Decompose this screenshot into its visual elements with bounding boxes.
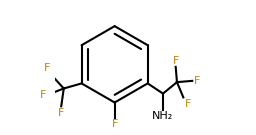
Text: F: F (194, 76, 200, 86)
Text: F: F (173, 56, 179, 66)
Text: F: F (185, 99, 191, 109)
Text: F: F (40, 90, 46, 100)
Text: F: F (43, 63, 50, 73)
Text: F: F (111, 119, 118, 129)
Text: NH₂: NH₂ (152, 111, 174, 121)
Text: F: F (58, 108, 65, 118)
